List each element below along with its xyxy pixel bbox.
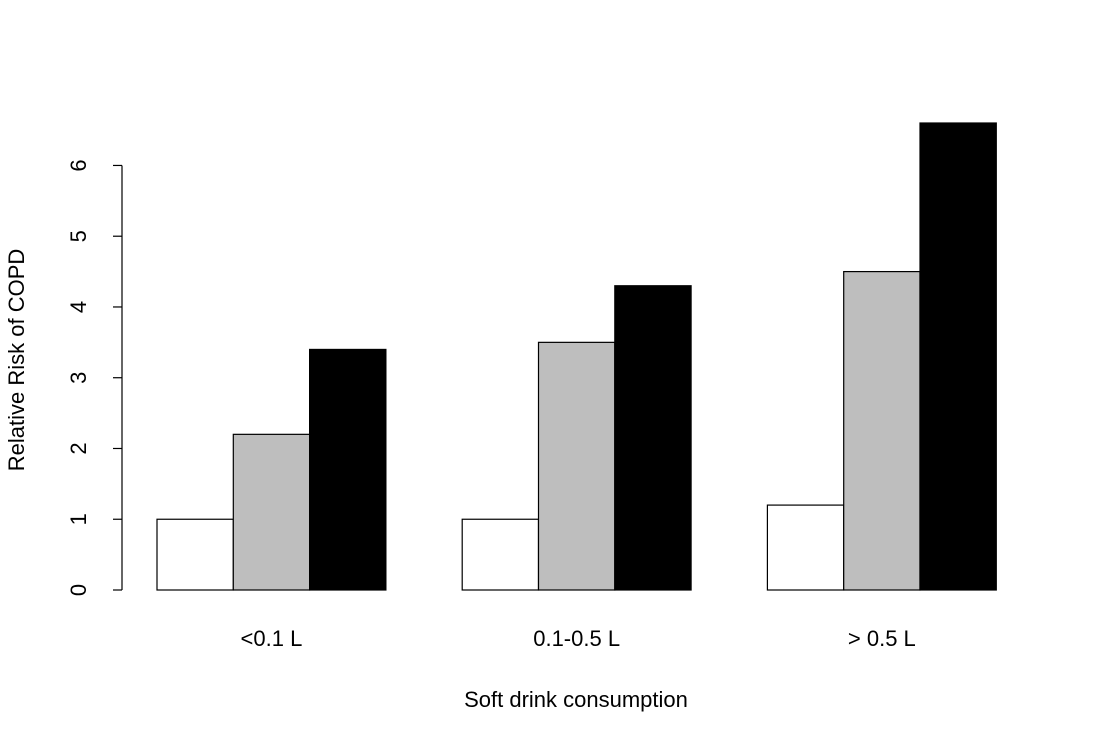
y-tick-label: 3 [66,372,91,384]
bar [919,122,997,591]
y-tick-label: 6 [66,159,91,171]
x-tick-label: <0.1 L [241,626,303,651]
bar [156,518,234,591]
bar [309,348,387,591]
bar [766,504,845,591]
y-axis-label: Relative Risk of COPD [4,249,29,472]
y-tick-label: 2 [66,442,91,454]
bar [843,270,921,591]
y-tick-label: 1 [66,513,91,525]
bar [461,518,540,591]
bar [537,341,616,591]
y-tick-label: 5 [66,230,91,242]
bar [232,433,311,591]
bar [614,285,692,591]
y-tick-label: 4 [66,301,91,313]
x-axis-label: Soft drink consumption [464,687,688,712]
x-tick-label: 0.1-0.5 L [533,626,620,651]
y-tick-label: 0 [66,584,91,596]
x-tick-label: > 0.5 L [848,626,916,651]
